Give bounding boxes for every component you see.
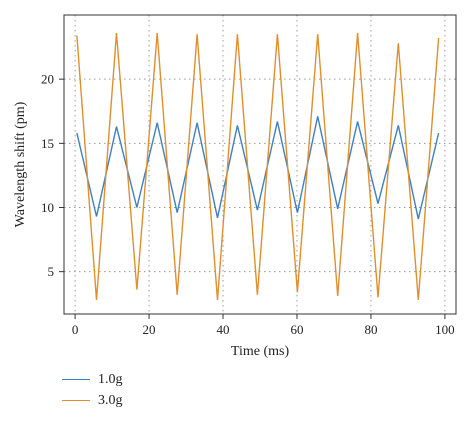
legend-swatch-1 [62,379,90,380]
series-line-1 [76,116,440,220]
legend: 1.0g 3.0g [62,369,123,411]
x-tick-label-5: 100 [435,322,455,337]
y-tick-label-3: 20 [41,72,54,87]
legend-swatch-2 [62,400,90,401]
x-tick-label-1: 20 [143,322,156,337]
tick-marks: 0 20 40 60 80 100 5 10 15 20 [41,72,455,337]
y-tick-label-2: 15 [41,136,54,151]
legend-label-2: 3.0g [98,392,123,408]
legend-item-2: 3.0g [62,390,123,411]
x-tick-label-4: 80 [364,322,377,337]
y-axis-label: Wavelength shift (pm) [13,101,28,227]
x-tick-label-0: 0 [72,322,79,337]
x-axis-label: Time (ms) [231,344,290,359]
grid-lines [64,15,456,314]
plot-frame [63,14,457,315]
series-lines [76,32,440,300]
x-tick-label-3: 60 [290,322,303,337]
x-tick-label-2: 40 [217,322,230,337]
legend-item-1: 1.0g [62,369,123,390]
y-tick-label-0: 5 [48,264,55,279]
series-line-2 [76,32,440,300]
legend-label-1: 1.0g [98,371,123,387]
y-tick-label-1: 10 [41,200,54,215]
